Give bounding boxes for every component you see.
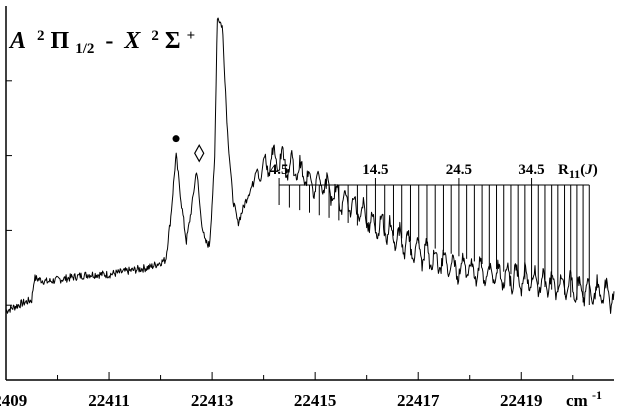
x-unit-base: cm bbox=[566, 391, 588, 410]
title-upper-subscript: 1/2 bbox=[75, 41, 94, 57]
title-lower-term: 2 bbox=[151, 28, 159, 44]
title-upper-state: A bbox=[8, 28, 26, 54]
x-unit-exponent: -1 bbox=[592, 388, 602, 402]
title-separator: - bbox=[105, 28, 113, 54]
title-upper-term: 2 bbox=[37, 28, 45, 44]
x-tick-label-0: 22409 bbox=[0, 391, 27, 410]
ladder-j-label-0: 4.5 bbox=[270, 162, 289, 178]
x-tick-label-5: 22419 bbox=[500, 391, 543, 410]
title-upper-symbol: Π bbox=[51, 28, 70, 54]
ladder-j-label-1: 14.5 bbox=[362, 162, 388, 178]
ladder-j-label-2: 24.5 bbox=[446, 162, 472, 178]
title-lower-state: X bbox=[123, 28, 141, 54]
x-tick-label-3: 22415 bbox=[294, 391, 337, 410]
title-lower-suffix: + bbox=[187, 28, 196, 44]
ladder-j-label-3: 34.5 bbox=[518, 162, 544, 178]
x-tick-label-1: 22411 bbox=[88, 391, 130, 410]
title-lower-symbol: Σ bbox=[165, 28, 181, 54]
x-tick-label-4: 22417 bbox=[397, 391, 440, 410]
x-tick-label-2: 22413 bbox=[191, 391, 234, 410]
marker-filled-circle bbox=[173, 135, 180, 142]
